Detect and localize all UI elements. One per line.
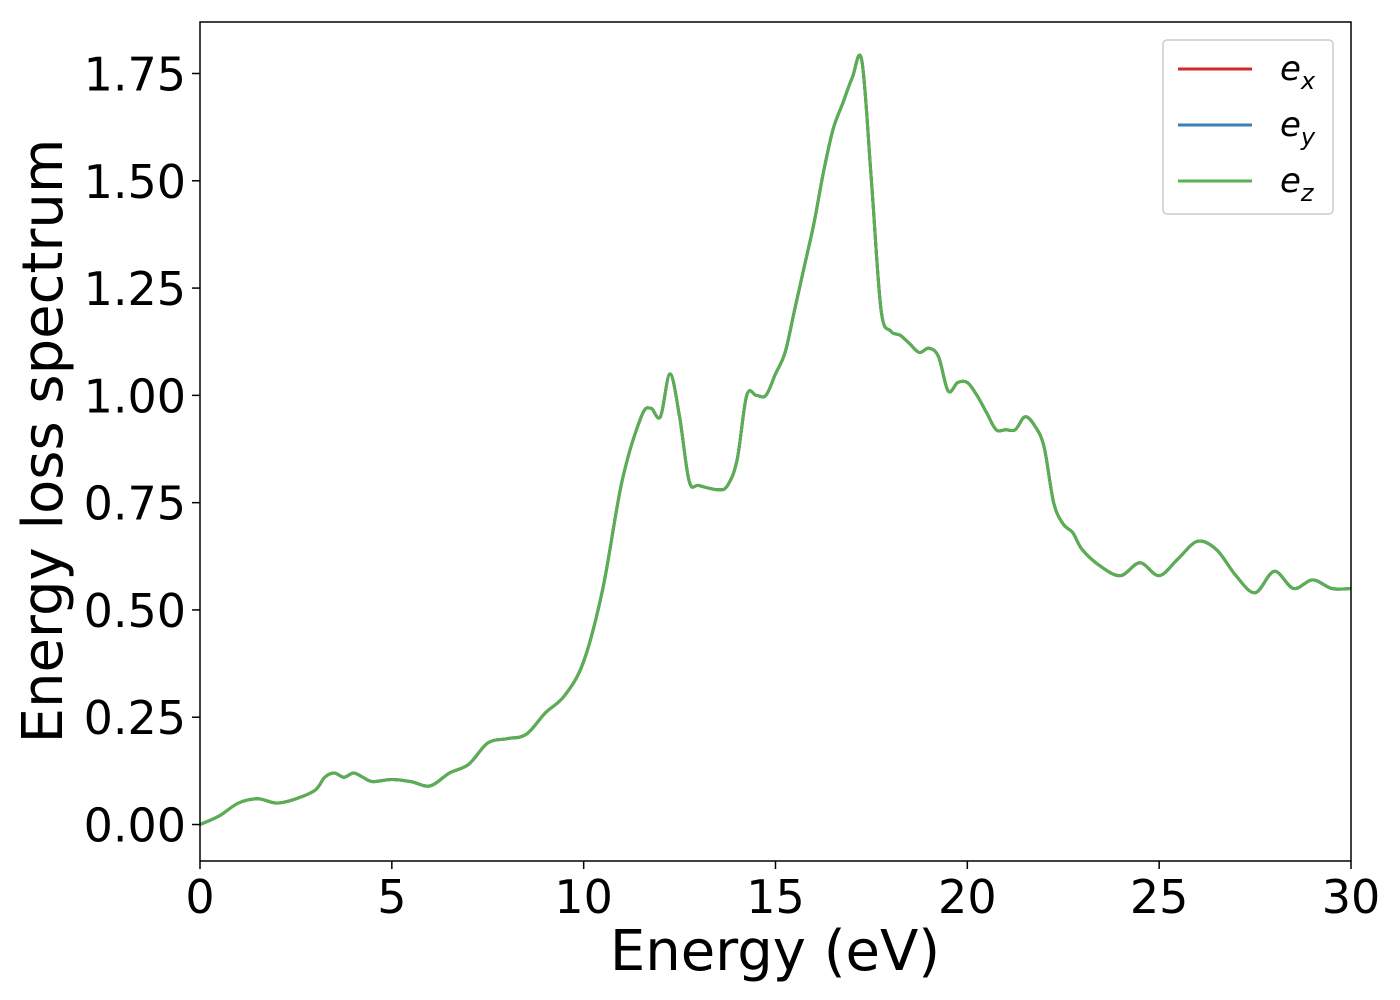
legend-label-subscript: y — [1300, 123, 1316, 151]
x-tick-label: 15 — [746, 870, 805, 924]
x-tick-label: 5 — [377, 870, 406, 924]
y-tick-label: 1.00 — [84, 369, 186, 423]
series-layer — [200, 53, 1351, 826]
y-tick-label: 0.50 — [84, 584, 186, 638]
legend-label: ex — [1280, 49, 1316, 95]
y-tick-label: 1.25 — [84, 262, 186, 316]
y-tick-label: 1.75 — [84, 47, 186, 101]
x-tick-label: 25 — [1130, 870, 1189, 924]
x-tick-label: 30 — [1322, 870, 1381, 924]
legend-label-subscript: z — [1300, 179, 1315, 207]
legend-box — [1162, 39, 1334, 215]
y-tick-label: 0.25 — [84, 691, 186, 745]
y-axis-ticks: 0.00 0.25 0.50 0.75 1.00 1.25 1.50 1.75 — [84, 47, 200, 853]
x-axis-title: Energy (eV) — [610, 919, 940, 984]
x-tick-label: 20 — [938, 870, 997, 924]
legend-label: ez — [1280, 161, 1315, 207]
y-axis-title: Energy loss spectrum — [11, 139, 76, 744]
legend-label: ey — [1280, 105, 1316, 151]
legend-label-base: e — [1280, 105, 1301, 145]
y-tick-label: 0.00 — [84, 799, 186, 853]
y-tick-label: 1.50 — [84, 155, 186, 209]
x-tick-label: 0 — [185, 870, 214, 924]
legend-label-subscript: x — [1300, 67, 1316, 95]
x-tick-label: 10 — [554, 870, 613, 924]
series-line-e-z — [200, 53, 1351, 826]
legend-label-base: e — [1280, 49, 1301, 89]
x-axis-ticks: 0 5 10 15 20 25 30 — [185, 861, 1380, 924]
legend-label-base: e — [1280, 161, 1301, 201]
y-tick-label: 0.75 — [84, 477, 186, 531]
